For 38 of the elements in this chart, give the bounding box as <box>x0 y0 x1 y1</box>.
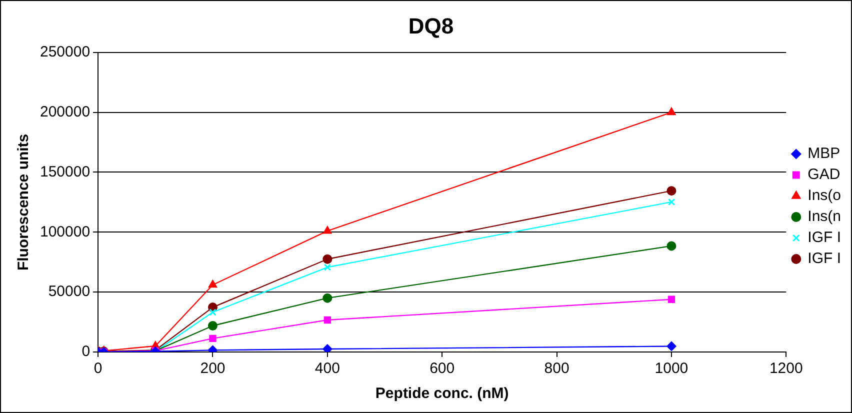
y-tick-label: 0 <box>82 343 90 360</box>
x-tick-label: 1200 <box>769 360 803 378</box>
y-tick-label: 200000 <box>40 103 90 120</box>
point <box>667 108 676 116</box>
point <box>322 254 332 264</box>
y-tick-label: 100000 <box>40 223 90 240</box>
y-tick-label: 250000 <box>40 44 90 61</box>
y-axis-title: Fluorescence units <box>15 134 32 271</box>
x-tick-label: 800 <box>544 360 570 378</box>
x-tick-label: 200 <box>200 360 226 378</box>
x-tick-label: 600 <box>430 360 455 378</box>
point <box>208 280 217 288</box>
legend-label: GAD <box>808 166 840 184</box>
point <box>322 344 332 352</box>
point <box>668 296 676 303</box>
point <box>208 321 218 331</box>
x-tick-label: 0 <box>94 360 102 378</box>
point <box>322 293 332 303</box>
chart-title: DQ8 <box>408 13 454 38</box>
legend-label: MBP <box>808 145 840 162</box>
y-tick-label: 50000 <box>48 283 90 300</box>
legend-label: Ins(o <box>808 187 842 204</box>
point <box>666 241 676 251</box>
x-tick-label: 1000 <box>654 360 688 378</box>
point <box>666 342 676 351</box>
point <box>209 334 216 342</box>
legend-label: IGF I <box>808 229 841 246</box>
point <box>668 198 676 206</box>
x-tick-label: 400 <box>314 360 340 378</box>
y-tick-label: 150000 <box>40 163 90 180</box>
point <box>324 264 331 271</box>
legend-label: Ins(n <box>808 208 842 226</box>
point <box>323 226 332 234</box>
point <box>209 308 216 316</box>
x-axis-title: Peptide conc. (nM) <box>375 385 509 402</box>
point <box>324 316 331 324</box>
point <box>666 186 676 196</box>
legend-label: IGF I <box>808 250 841 268</box>
